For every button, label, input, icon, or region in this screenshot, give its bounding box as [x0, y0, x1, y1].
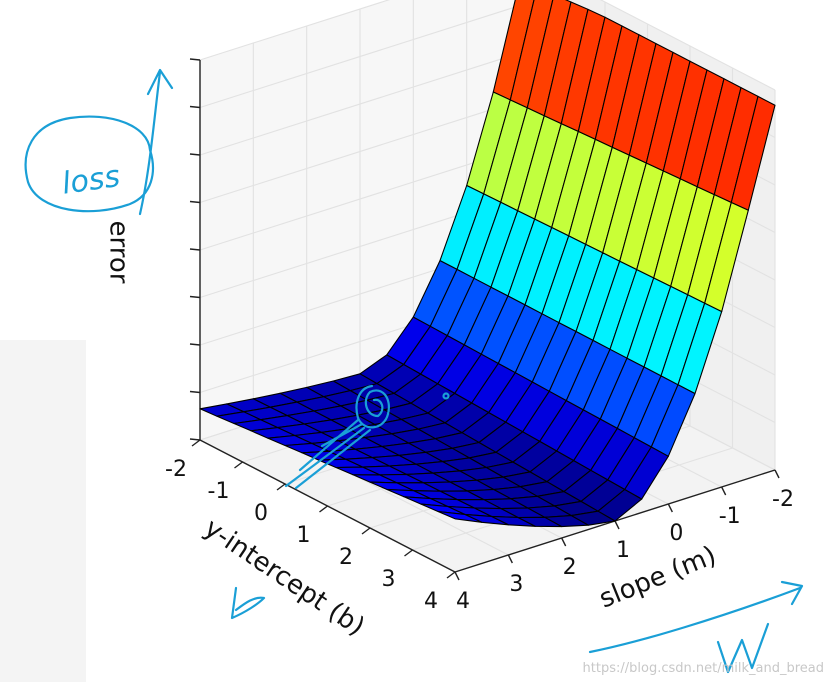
x-tick-label: 2 [563, 555, 577, 580]
x-tick-label: 4 [456, 589, 470, 614]
y-tick-mark [319, 505, 328, 513]
loss-note: loss [60, 159, 122, 202]
z-tick-mark [189, 200, 201, 204]
x-axis-label: slope (m) [595, 541, 720, 615]
y-tick-label: 3 [382, 567, 396, 592]
z-tick-mark [189, 438, 201, 441]
x-tick-mark [667, 503, 673, 513]
x-tick-label: 3 [509, 572, 523, 597]
w-arrow [588, 580, 804, 654]
point-dot [442, 392, 450, 400]
x-tick-label: 0 [669, 521, 683, 546]
y-tick-mark [404, 549, 413, 557]
w-mark [716, 622, 770, 674]
grid-line-z-left [199, 147, 521, 251]
x-tick-mark [614, 520, 620, 530]
z-tick-mark [189, 58, 201, 61]
b-note: b [226, 625, 236, 644]
y-tick-label: -2 [165, 457, 187, 482]
b-mark [230, 586, 266, 620]
x-tick-mark [774, 469, 780, 479]
grid-line-z-left [199, 99, 521, 204]
y-axis-label: y-intercept (b) [199, 513, 370, 642]
grid-line-z-left [199, 52, 521, 156]
x-tick-mark [454, 571, 460, 581]
surface-patch [437, 510, 483, 523]
x-tick-mark [507, 554, 513, 564]
watermark: https://blog.csdn.net/milk_and_bread [583, 661, 824, 676]
y-tick-mark [361, 527, 371, 535]
handwritten-annotations: loss b W [24, 68, 804, 674]
x-tick-mark [721, 486, 727, 496]
x-tick-label: -2 [772, 487, 794, 512]
axis-lines [189, 58, 780, 581]
z-tick-mark [189, 153, 201, 156]
y-tick-mark [234, 461, 243, 469]
z-tick-mark [189, 295, 201, 299]
grid-line-z-right [599, 0, 776, 91]
background-panel [0, 340, 86, 682]
error-surface [199, 0, 776, 528]
z-tick-mark [189, 248, 201, 251]
tick-labels: -2 -1 0 1 2 3 4 -2 -1 0 1 2 3 4 [165, 457, 794, 614]
y-tick-label: 4 [424, 589, 438, 614]
x-tick-label: -1 [719, 504, 741, 529]
z-tick-mark [189, 105, 201, 109]
z-tick-mark [189, 343, 201, 346]
x-tick-mark [561, 537, 567, 547]
y-tick-mark [191, 439, 201, 447]
y-tick-label: -1 [208, 479, 230, 504]
y-tick-mark [446, 571, 456, 579]
y-tick-label: 1 [297, 523, 311, 548]
loss-arrow [138, 68, 174, 216]
point-scribble [284, 384, 390, 490]
y-tick-label: 0 [254, 501, 268, 526]
x-tick-label: 1 [616, 538, 630, 563]
grid-line-z-left [199, 0, 391, 61]
z-axis-label: error [104, 221, 134, 284]
z-tick-mark [189, 390, 201, 394]
y-tick-mark [276, 483, 286, 491]
loss-circle [24, 115, 154, 213]
y-tick-label: 2 [339, 545, 353, 570]
grid-line-z-left [199, 4, 521, 109]
